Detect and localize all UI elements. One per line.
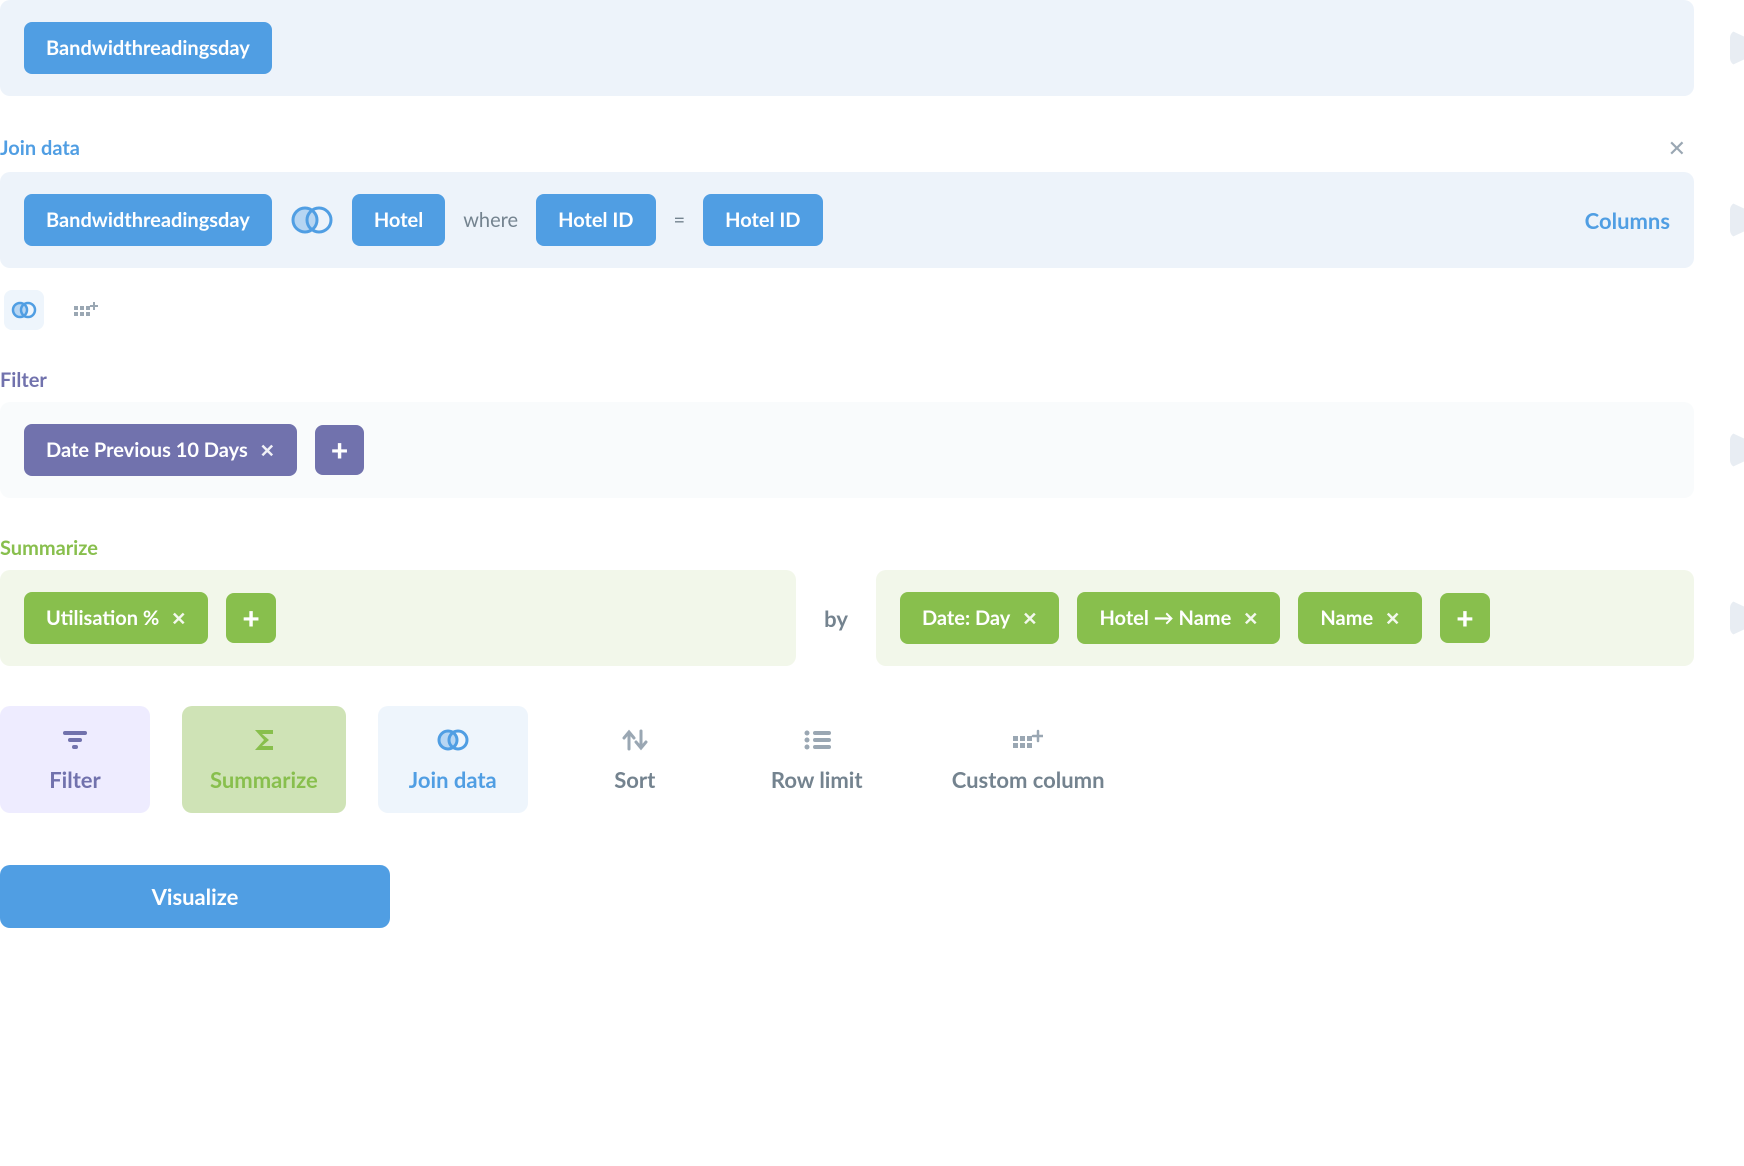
action-label: Summarize: [210, 766, 318, 793]
plus-icon: [242, 603, 259, 633]
action-label: Join data: [406, 766, 500, 793]
remove-grouping-icon[interactable]: [1022, 607, 1037, 630]
preview-handle[interactable]: [1730, 600, 1744, 636]
join-on-left-field-chip[interactable]: Hotel ID: [536, 194, 655, 246]
summarize-section-label: Summarize: [0, 536, 1694, 560]
summarize-label-text: Summarize: [0, 536, 98, 560]
action-filter[interactable]: Filter: [0, 706, 150, 813]
summarize-by-label: by: [824, 605, 848, 632]
plus-icon: [1456, 603, 1473, 633]
grouping-chip[interactable]: Hotel → Name: [1077, 592, 1280, 644]
join-right-table-chip[interactable]: Hotel: [352, 194, 445, 246]
filter-icon: [28, 724, 122, 756]
filter-chip-label: Date Previous 10 Days: [46, 438, 248, 462]
filter-label-text: Filter: [0, 368, 47, 392]
action-summarize[interactable]: Summarize: [182, 706, 346, 813]
add-grouping-button[interactable]: [1440, 593, 1489, 643]
add-join-button[interactable]: [4, 290, 44, 330]
visualize-button[interactable]: Visualize: [0, 865, 390, 928]
join-on-right-field-chip[interactable]: Hotel ID: [703, 194, 822, 246]
action-sort[interactable]: Sort: [560, 706, 710, 813]
remove-metric-icon[interactable]: [171, 607, 186, 630]
grouping-chip-label: Name: [1320, 606, 1373, 630]
join-type-icon[interactable]: [290, 204, 334, 236]
grouping-chip-label: Hotel → Name: [1099, 606, 1231, 630]
action-row-limit[interactable]: Row limit: [742, 706, 892, 813]
preview-handle[interactable]: [1730, 202, 1744, 238]
grouping-chip-label: Date: Day: [922, 606, 1010, 630]
filter-section-label: Filter: [0, 368, 1694, 392]
add-metric-button[interactable]: [226, 593, 275, 643]
join-where-label: where: [463, 208, 518, 232]
join-section-label: Join data: [0, 134, 1694, 162]
action-label: Custom column: [952, 766, 1105, 793]
join-label-text: Join data: [0, 136, 80, 160]
join-equals-label: =: [674, 208, 686, 232]
metric-chip[interactable]: Utilisation %: [24, 592, 208, 644]
add-custom-column-button[interactable]: [66, 290, 106, 330]
action-bar: Filter Summarize Join data: [0, 706, 1744, 813]
filter-panel: Date Previous 10 Days: [0, 402, 1694, 498]
metric-chip-label: Utilisation %: [46, 606, 159, 630]
grid-plus-icon: [952, 724, 1105, 756]
join-left-table-chip[interactable]: Bandwidthreadingsday: [24, 194, 272, 246]
filter-chip[interactable]: Date Previous 10 Days: [24, 424, 297, 476]
grouping-chip[interactable]: Name: [1298, 592, 1422, 644]
source-table-chip[interactable]: Bandwidthreadingsday: [24, 22, 272, 74]
summarize-metrics-panel: Utilisation %: [0, 570, 796, 666]
join-panel: Bandwidthreadingsday Hotel where Hotel I…: [0, 172, 1694, 268]
summarize-groupings-panel: Date: Day Hotel → Name Name: [876, 570, 1694, 666]
action-custom-column[interactable]: Custom column: [924, 706, 1133, 813]
columns-link[interactable]: Columns: [1585, 207, 1670, 234]
grouping-chip[interactable]: Date: Day: [900, 592, 1059, 644]
remove-filter-icon[interactable]: [260, 439, 275, 462]
action-join[interactable]: Join data: [378, 706, 528, 813]
data-panel: Bandwidthreadingsday: [0, 0, 1694, 96]
action-label: Sort: [588, 766, 682, 793]
action-label: Filter: [28, 766, 122, 793]
join-icon: [406, 724, 500, 756]
add-filter-button[interactable]: [315, 425, 364, 475]
preview-handle[interactable]: [1730, 30, 1744, 66]
remove-grouping-icon[interactable]: [1385, 607, 1400, 630]
plus-icon: [331, 435, 348, 465]
list-icon: [770, 724, 864, 756]
action-label: Row limit: [770, 766, 864, 793]
sigma-icon: [210, 724, 318, 756]
remove-grouping-icon[interactable]: [1243, 607, 1258, 630]
close-icon[interactable]: [1668, 134, 1686, 162]
sort-icon: [588, 724, 682, 756]
join-mini-actions: [4, 290, 1744, 330]
preview-handle[interactable]: [1730, 432, 1744, 468]
